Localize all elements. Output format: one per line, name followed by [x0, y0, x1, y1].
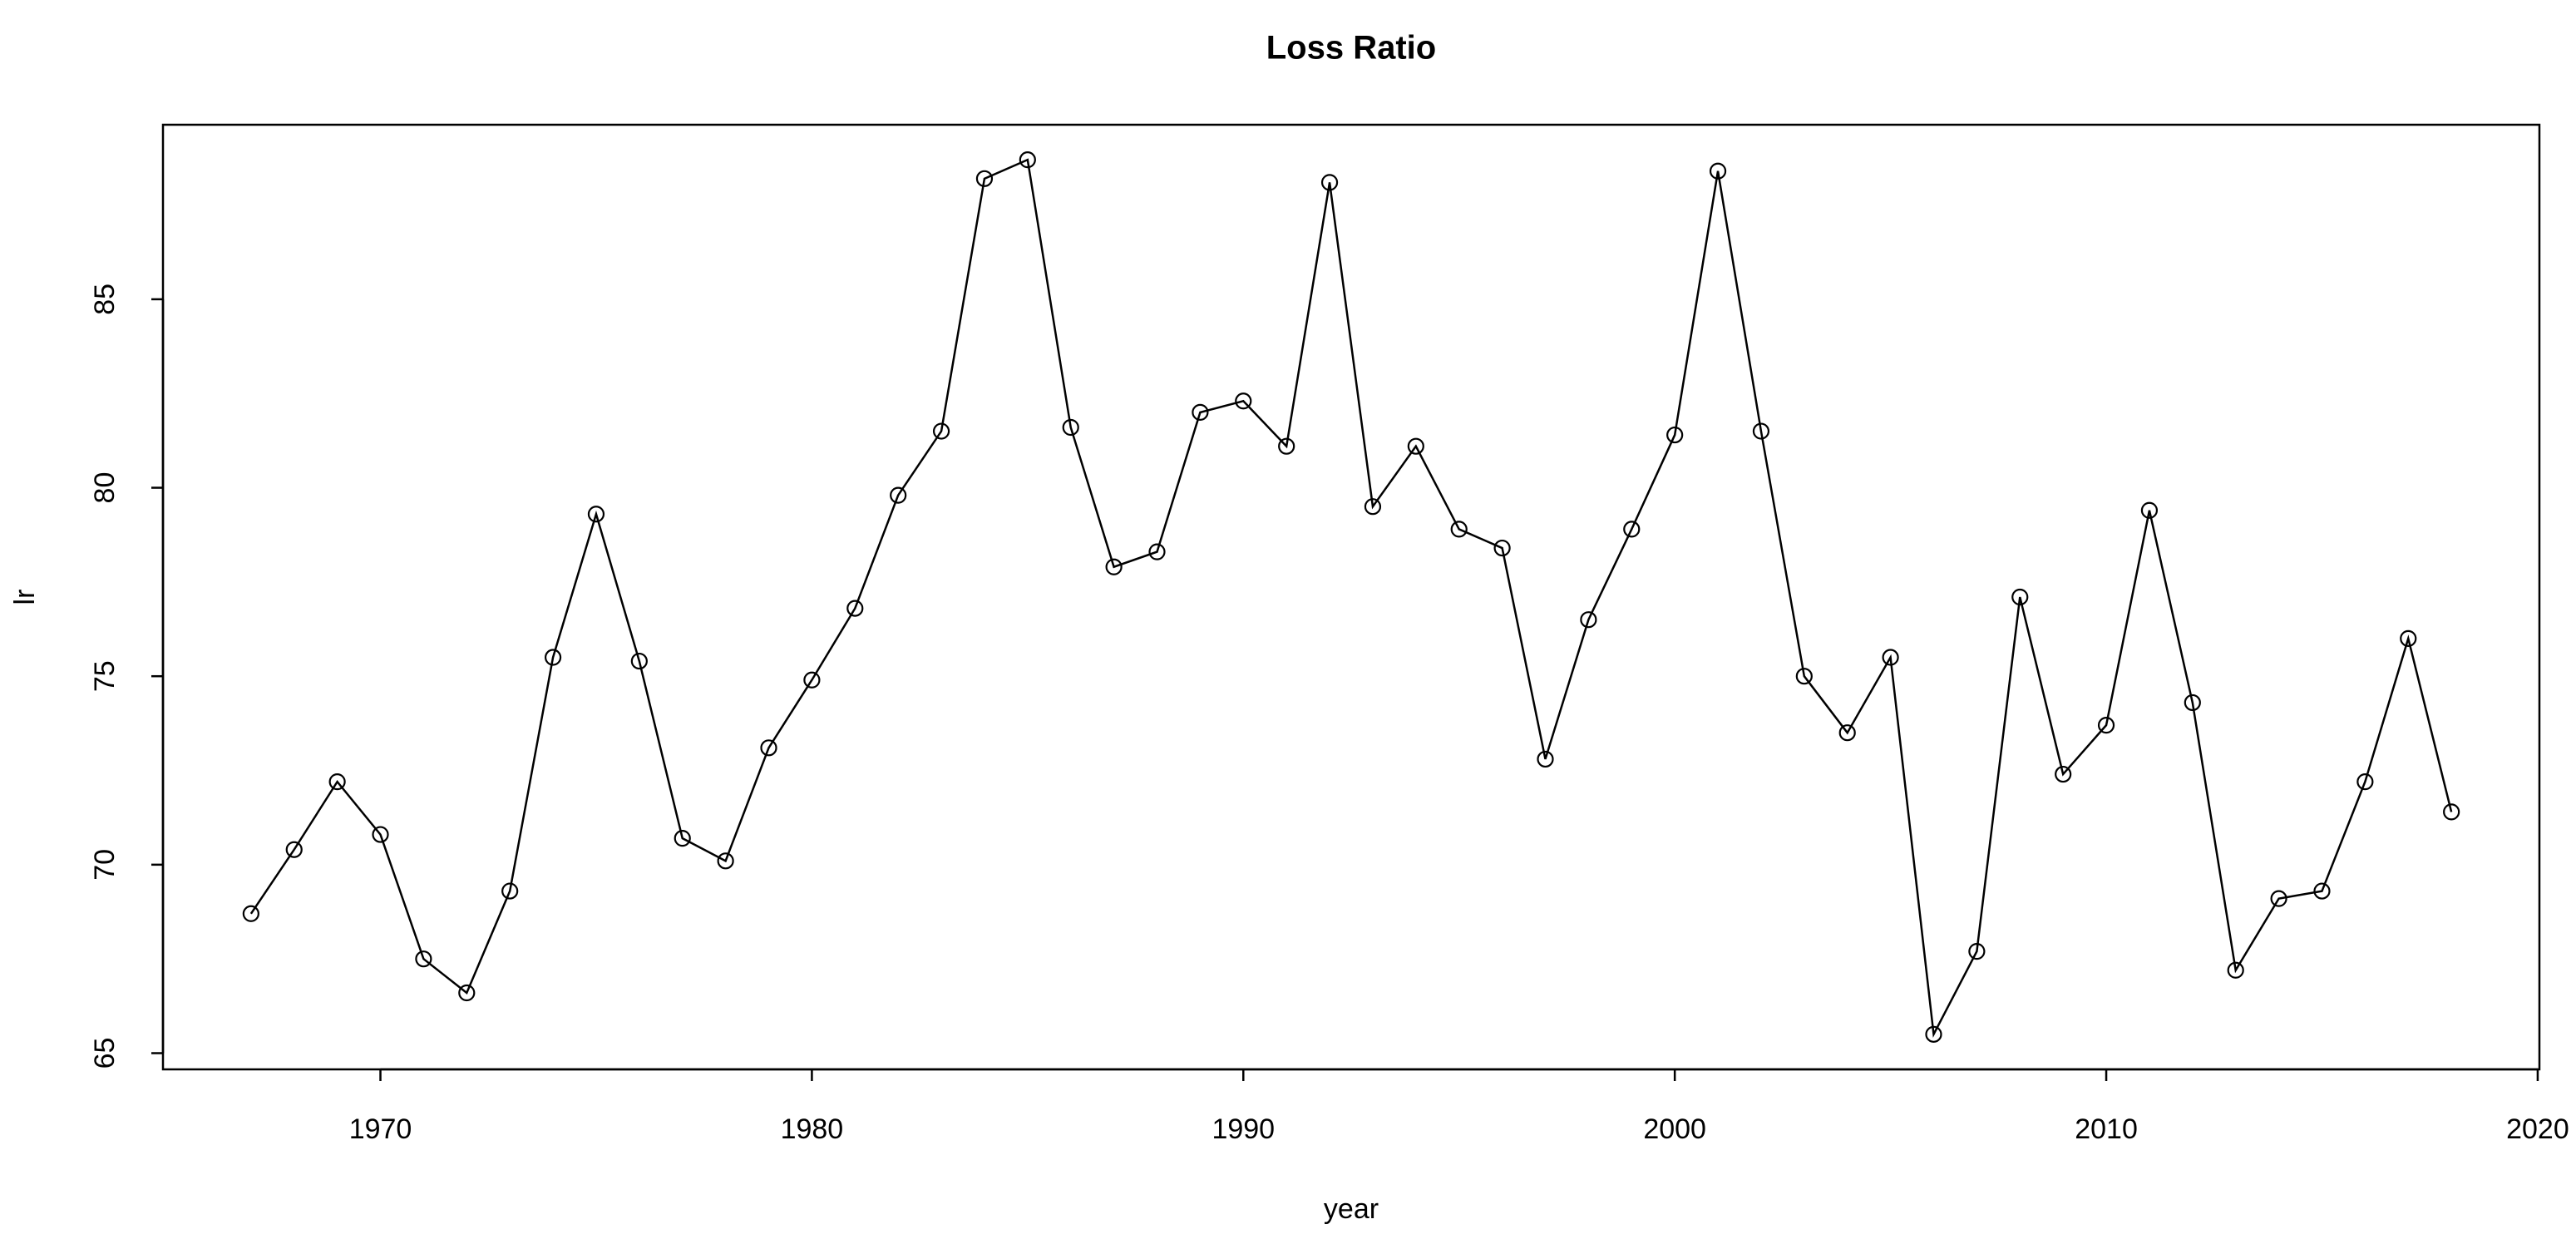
data-point: [1364, 498, 1382, 516]
data-point: [544, 649, 562, 666]
data-point: [2055, 765, 2072, 783]
y-tick-label: 75: [89, 660, 121, 692]
data-point: [1795, 668, 1813, 685]
data-point: [2400, 629, 2417, 647]
y-tick-label: 80: [89, 472, 121, 504]
data-point: [2097, 717, 2115, 734]
data-point: [2184, 694, 2201, 712]
data-point: [2313, 882, 2331, 900]
data-point: [1278, 437, 1295, 455]
y-axis-label: lr: [9, 590, 41, 605]
data-point: [1968, 943, 1986, 960]
data-point: [1838, 724, 1856, 742]
data-point: [803, 671, 821, 689]
data-point: [328, 773, 346, 791]
x-tick-label: 2010: [2075, 1113, 2138, 1145]
x-axis-label: year: [1324, 1193, 1379, 1225]
data-point: [846, 600, 864, 617]
data-point: [1235, 392, 1252, 410]
data-line: [249, 158, 2453, 1039]
data-point: [1493, 539, 1511, 557]
data-point: [1148, 543, 1166, 560]
data-point: [1580, 611, 1597, 629]
chart-title: Loss Ratio: [1266, 30, 1436, 67]
data-point: [1105, 558, 1123, 575]
data-point: [2270, 890, 2287, 907]
data-point: [1623, 521, 1641, 538]
data-point: [717, 852, 734, 870]
data-point: [1062, 418, 1079, 437]
data-point: [1537, 750, 1554, 768]
data-point: [1666, 426, 1684, 444]
x-tick-label: 1980: [781, 1113, 844, 1145]
data-point: [2227, 961, 2244, 979]
x-tick-label: 1970: [349, 1113, 412, 1145]
data-point: [1320, 174, 1339, 191]
data-point: [1925, 1025, 1942, 1043]
data-point: [2140, 501, 2159, 519]
data-point: [2011, 588, 2029, 606]
y-tick-label: 85: [89, 284, 121, 315]
data-point: [890, 486, 907, 504]
x-tick-label: 2020: [2506, 1113, 2569, 1145]
data-point: [932, 422, 950, 440]
data-point: [1407, 437, 1424, 455]
data-point: [630, 652, 648, 670]
y-tick-label: 70: [89, 849, 121, 881]
data-point: [1752, 422, 1770, 440]
x-tick-label: 2000: [1643, 1113, 1706, 1145]
data-point: [587, 506, 605, 523]
data-point: [1709, 162, 1727, 180]
data-point: [458, 984, 476, 1002]
x-tick-label: 1990: [1212, 1113, 1275, 1145]
data-point: [2356, 773, 2374, 791]
data-point: [415, 950, 432, 968]
data-point: [501, 882, 519, 900]
data-point: [2443, 803, 2460, 821]
data-point: [242, 905, 259, 922]
data-point: [1882, 649, 1899, 666]
data-point: [674, 830, 691, 847]
data-point: [1192, 403, 1209, 421]
data-point: [975, 170, 994, 187]
data-point: [372, 826, 389, 843]
data-point: [285, 841, 303, 858]
y-tick-label: 65: [89, 1038, 121, 1069]
data-point: [1450, 521, 1468, 538]
data-point: [760, 739, 777, 757]
data-point: [1019, 151, 1036, 169]
